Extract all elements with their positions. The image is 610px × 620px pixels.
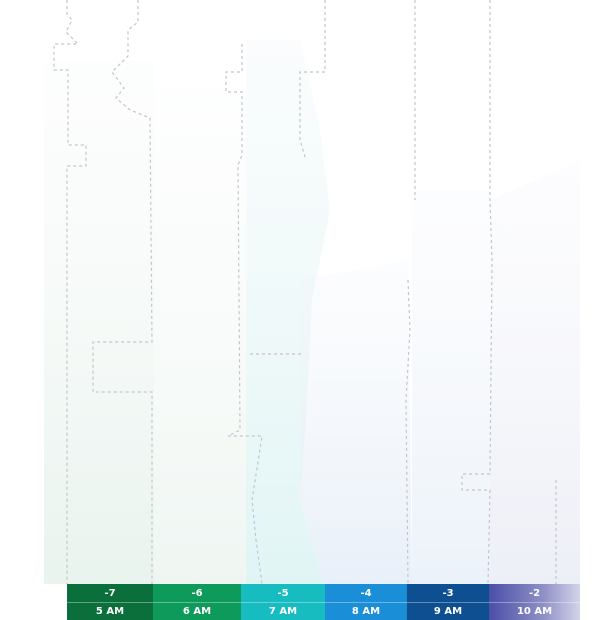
zone-wash-west [44,60,154,584]
zone-boundary-7 [461,0,493,585]
zone-boundary-4 [299,0,326,161]
scale-segment-10-am[interactable]: -2 10 AM [489,584,580,620]
utc-offset-label: -2 [528,588,541,599]
segment-divider [241,602,325,603]
scale-segment-7-am[interactable]: -5 7 AM [241,584,325,620]
scale-segment-9-am[interactable]: -3 9 AM [407,584,489,620]
local-time-label: 6 AM [182,606,212,617]
segment-divider [489,602,580,603]
utc-offset-label: -7 [104,588,116,599]
local-time-label: 9 AM [433,606,463,617]
utc-offset-label: -3 [442,588,454,599]
segment-divider [325,602,407,603]
local-time-label: 8 AM [351,606,381,617]
zone-boundary-2 [92,0,153,584]
scale-segment-8-am[interactable]: -4 8 AM [325,584,407,620]
zone-wash-newfoundland [490,160,580,584]
utc-offset-label: -6 [191,588,203,599]
time-zone-scale: -7 5 AM -6 6 AM -5 7 AM -4 8 AM -3 9 AM -2 10 AM [67,584,580,620]
scale-segment-5-am[interactable]: -7 5 AM [67,584,153,620]
zone-wash-mountain [154,90,246,584]
segment-divider [67,602,153,603]
local-time-label: 5 AM [95,606,125,617]
zone-wash-eastern [300,260,412,584]
zone-boundary-1 [53,0,87,584]
local-time-label: 10 AM [516,606,553,617]
segment-divider [153,602,241,603]
local-time-label: 7 AM [268,606,298,617]
zone-wash-atlantic [412,190,490,584]
utc-offset-label: -4 [360,588,372,599]
zone-boundary-6 [405,0,416,585]
segment-divider [407,602,489,603]
zone-wash-central [246,40,330,584]
scale-segment-6-am[interactable]: -6 6 AM [153,584,241,620]
zone-boundary-3 [225,44,263,585]
utc-offset-label: -5 [277,588,289,599]
